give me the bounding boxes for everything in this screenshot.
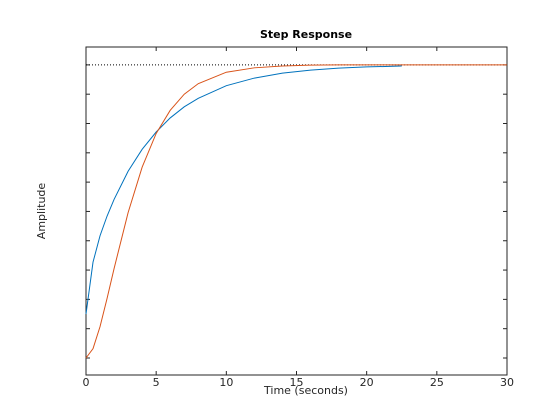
x-axis-label: Time (seconds) <box>263 384 348 397</box>
chart-title: Step Response <box>260 28 352 41</box>
response-line <box>85 64 507 359</box>
x-tick-label: 0 <box>83 376 90 389</box>
x-tick-label: 25 <box>430 376 444 389</box>
x-tick-label: 10 <box>219 376 233 389</box>
x-tick-label: 15 <box>290 376 304 389</box>
y-axis-label: Amplitude <box>35 183 48 240</box>
x-tick-label: 30 <box>500 376 514 389</box>
x-tick-label: 20 <box>360 376 374 389</box>
response-line <box>85 65 402 315</box>
x-tick-label: 5 <box>153 376 160 389</box>
